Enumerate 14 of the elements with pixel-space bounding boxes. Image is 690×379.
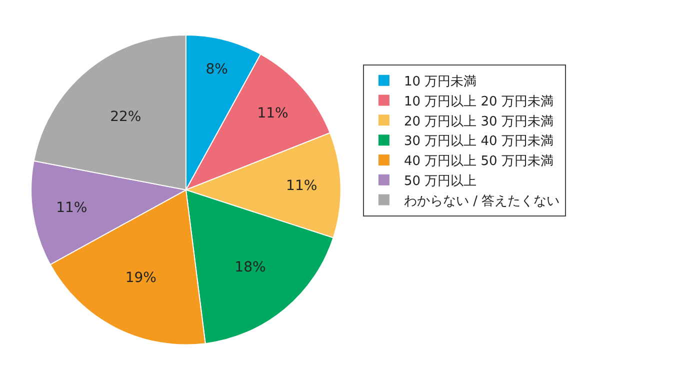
data-label: 22% xyxy=(110,108,142,125)
legend-label: 50 万円以上 xyxy=(404,174,477,189)
data-label: 8% xyxy=(206,62,228,78)
data-label: 11% xyxy=(286,178,318,194)
data-label: 18% xyxy=(234,260,266,276)
legend-label: 30 万円以上 40 万円未満 xyxy=(404,134,554,150)
legend-label: わからない / 答えたくない xyxy=(404,194,560,209)
legend-label: 10 万円以上 20 万円未満 xyxy=(404,94,554,110)
data-label: 11% xyxy=(257,105,288,122)
legend-label: 10 万円未満 xyxy=(404,74,477,90)
legend-label: 20 万円以上 30 万円未満 xyxy=(404,114,554,130)
legend-label: 40 万円以上 50 万円未満 xyxy=(404,154,554,170)
data-label: 19% xyxy=(125,270,156,286)
data-label: 11% xyxy=(56,200,88,216)
